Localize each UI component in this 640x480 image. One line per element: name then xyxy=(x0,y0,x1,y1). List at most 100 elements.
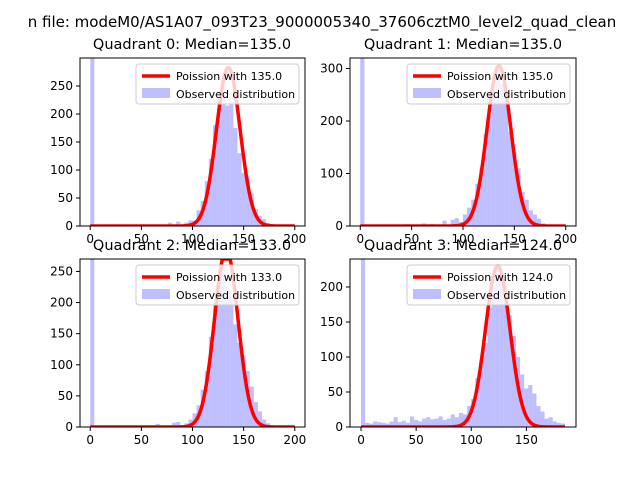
histogram-bar xyxy=(393,417,398,427)
x-tick-label: 100 xyxy=(452,232,475,246)
histogram-bar xyxy=(532,393,537,427)
poisson-curve xyxy=(359,264,567,427)
histogram-bar xyxy=(208,336,213,427)
histogram-bar xyxy=(221,91,226,226)
plot-area xyxy=(88,58,297,226)
y-tick-label: 200 xyxy=(50,107,73,121)
histogram-bar xyxy=(442,220,447,226)
histogram-bar xyxy=(389,421,394,427)
histogram-bar xyxy=(524,388,529,427)
histogram-bar xyxy=(176,221,181,226)
y-tick-label: 300 xyxy=(320,62,343,76)
x-tick-label: 0 xyxy=(86,232,94,246)
histogram-bar xyxy=(491,287,496,427)
histogram-bar xyxy=(532,214,537,226)
legend-box xyxy=(406,63,571,105)
histogram-bar xyxy=(237,153,242,226)
histogram-bar xyxy=(204,371,209,427)
quadrant-3-title: Quadrant 3: Median=124.0 xyxy=(364,238,562,254)
y-tick-label: 0 xyxy=(65,420,73,434)
x-tick-label: 150 xyxy=(232,433,255,447)
x-tick-label: 50 xyxy=(134,433,149,447)
y-tick-label: 100 xyxy=(320,167,343,181)
y-tick-label: 200 xyxy=(320,114,343,128)
legend-entry-poisson: Poission with 135.0 xyxy=(447,70,553,83)
histogram-bar xyxy=(487,308,492,427)
histogram-bar xyxy=(548,417,553,427)
histogram-bar xyxy=(446,418,451,427)
histogram-bar xyxy=(90,259,95,427)
histogram-bar xyxy=(499,84,505,226)
histogram-bar xyxy=(511,336,517,427)
histogram-bar xyxy=(499,276,504,427)
x-tick-label: 150 xyxy=(503,232,526,246)
histogram-bar xyxy=(253,402,258,427)
y-tick-label: 150 xyxy=(50,135,73,149)
y-tick-label: 100 xyxy=(320,350,343,364)
y-tick-label: 100 xyxy=(50,163,73,177)
histogram-bar xyxy=(536,218,542,226)
histogram-bar xyxy=(495,266,500,427)
histogram-bar xyxy=(373,421,378,427)
histogram-bar xyxy=(414,420,419,427)
histogram-bar xyxy=(491,89,496,226)
legend-entry-observed: Observed distribution xyxy=(447,289,566,302)
histogram-bar xyxy=(241,355,246,427)
legend-box xyxy=(406,264,571,306)
y-tick-label: 0 xyxy=(65,219,73,233)
legend-entry-poisson: Poission with 124.0 xyxy=(447,271,553,284)
y-tick-label: 50 xyxy=(58,389,73,403)
histogram-bar xyxy=(212,302,218,427)
histogram-bar xyxy=(229,296,234,427)
legend-entry-poisson: Poission with 133.0 xyxy=(176,271,282,284)
histogram-bar xyxy=(397,422,402,427)
histogram-bar xyxy=(479,168,484,226)
histogram-bar xyxy=(90,58,95,226)
x-tick-label: 150 xyxy=(232,232,255,246)
x-tick-label: 50 xyxy=(409,433,424,447)
x-tick-label: 200 xyxy=(283,232,306,246)
poisson-curve xyxy=(88,65,297,226)
histogram-bar xyxy=(504,94,509,226)
histogram-bar xyxy=(540,411,545,427)
histogram-bar xyxy=(434,418,439,427)
histogram-bar xyxy=(512,152,517,226)
histogram-bar xyxy=(544,418,549,427)
histogram-bar xyxy=(225,287,230,427)
histogram-bar xyxy=(360,58,365,226)
histogram-bar xyxy=(241,172,246,226)
plot-area xyxy=(359,58,567,226)
histogram-bar xyxy=(438,416,443,427)
histogram-bar xyxy=(401,420,406,427)
quadrant-0-title: Quadrant 0: Median=135.0 xyxy=(93,37,291,53)
legend-bar-swatch xyxy=(413,289,441,299)
y-tick-label: 0 xyxy=(335,219,343,233)
histogram-bar xyxy=(471,399,476,427)
histogram-bar xyxy=(483,134,488,226)
x-tick-label: 200 xyxy=(554,232,577,246)
x-tick-label: 200 xyxy=(283,433,306,447)
histogram-bar xyxy=(217,108,222,226)
histogram-bar xyxy=(475,184,480,226)
legend-entry-observed: Observed distribution xyxy=(176,88,295,101)
x-tick-label: 100 xyxy=(181,433,204,447)
histogram-bar xyxy=(508,131,513,226)
histogram-bar xyxy=(381,422,386,427)
histogram-bar xyxy=(503,290,508,427)
histogram-bar xyxy=(229,102,234,226)
histogram-bar xyxy=(528,210,533,226)
histogram-bar xyxy=(479,360,484,427)
x-tick-label: 50 xyxy=(134,232,149,246)
histogram-bar xyxy=(463,214,468,226)
histogram-bar xyxy=(212,125,218,226)
histogram-bar xyxy=(361,259,366,427)
histogram-bar xyxy=(172,422,177,427)
histogram-bar xyxy=(208,158,213,226)
figure-suptitle: n file: modeM0/AS1A07_093T23_9000005340_… xyxy=(28,13,617,32)
histogram-bar xyxy=(442,420,447,427)
y-tick-label: 100 xyxy=(50,358,73,372)
histogram-bar xyxy=(176,422,181,427)
y-tick-label: 200 xyxy=(50,296,73,310)
legend-entry-poisson: Poission with 135.0 xyxy=(176,70,282,83)
